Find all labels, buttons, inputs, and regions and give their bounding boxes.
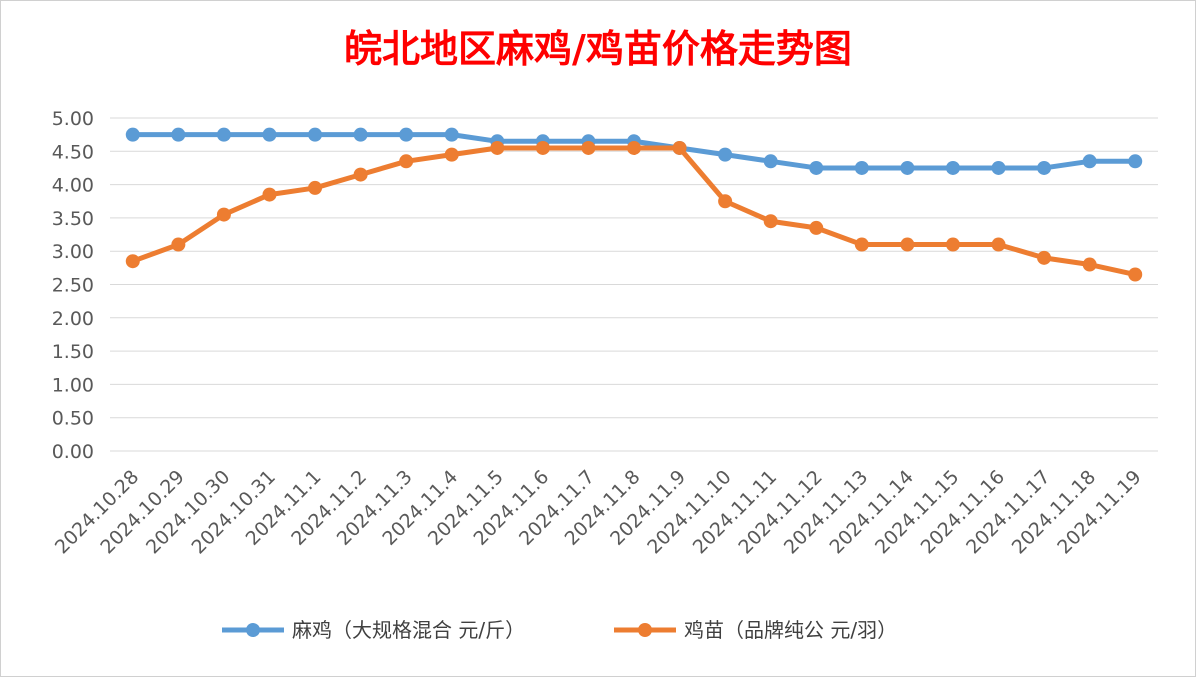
- data-point: [991, 160, 1006, 175]
- data-point: [854, 160, 869, 175]
- y-tick-label: 3.50: [52, 208, 94, 230]
- data-point: [262, 187, 277, 202]
- y-tick-label: 4.50: [52, 141, 94, 163]
- data-point: [718, 147, 733, 162]
- data-point: [171, 237, 186, 252]
- data-point: [171, 127, 186, 142]
- data-point: [353, 167, 368, 182]
- data-point: [809, 160, 824, 175]
- y-tick-label: 1.00: [52, 374, 94, 396]
- data-point: [125, 127, 140, 142]
- data-point: [1128, 154, 1143, 169]
- data-point: [399, 127, 414, 142]
- data-point: [353, 127, 368, 142]
- legend-marker-broiler: [246, 623, 260, 637]
- legend: 麻鸡（大规格混合 元/斤） 鸡苗（品牌纯公 元/羽）: [222, 618, 897, 642]
- data-point: [262, 127, 277, 142]
- y-tick-label: 5.00: [52, 108, 94, 130]
- chart-title: 皖北地区麻鸡/鸡苗价格走势图: [344, 27, 852, 71]
- data-point: [1128, 267, 1143, 282]
- legend-marker-chick: [638, 623, 652, 637]
- data-point: [900, 160, 915, 175]
- data-point: [1082, 257, 1097, 272]
- x-axis-ticks: 2024.10.282024.10.292024.10.302024.10.31…: [51, 466, 1146, 558]
- y-tick-label: 1.50: [52, 341, 94, 363]
- data-point: [535, 140, 550, 155]
- y-tick-label: 3.00: [52, 241, 94, 263]
- data-point: [490, 140, 505, 155]
- y-tick-label: 2.50: [52, 275, 94, 297]
- data-point: [308, 180, 323, 195]
- data-point: [581, 140, 596, 155]
- data-point: [308, 127, 323, 142]
- data-point: [672, 140, 687, 155]
- y-axis-ticks: 0.00 0.50 1.00 1.50 2.00 2.50 3.00 3.50 4.00 4.50…: [52, 108, 94, 463]
- data-point: [900, 237, 915, 252]
- series-lines: [125, 127, 1143, 282]
- series-1: [125, 140, 1143, 282]
- data-point: [125, 254, 140, 269]
- data-point: [809, 220, 824, 235]
- legend-label-broiler: 麻鸡（大规格混合 元/斤）: [292, 618, 525, 642]
- data-point: [991, 237, 1006, 252]
- y-tick-label: 4.00: [52, 175, 94, 197]
- y-tick-label: 2.00: [52, 308, 94, 330]
- data-point: [444, 147, 459, 162]
- y-tick-label: 0.50: [52, 408, 94, 430]
- data-point: [627, 140, 641, 155]
- data-point: [444, 127, 459, 142]
- data-point: [1037, 250, 1052, 265]
- data-point: [763, 154, 778, 169]
- data-point: [945, 160, 960, 175]
- y-tick-label: 0.00: [52, 441, 94, 463]
- data-point: [945, 237, 960, 252]
- data-point: [399, 154, 414, 169]
- data-point: [216, 127, 231, 142]
- data-point: [1082, 154, 1097, 169]
- legend-label-chick: 鸡苗（品牌纯公 元/羽）: [684, 618, 897, 642]
- data-point: [854, 237, 869, 252]
- data-point: [216, 207, 231, 222]
- data-point: [718, 194, 733, 209]
- data-point: [1037, 160, 1052, 175]
- data-point: [763, 214, 778, 229]
